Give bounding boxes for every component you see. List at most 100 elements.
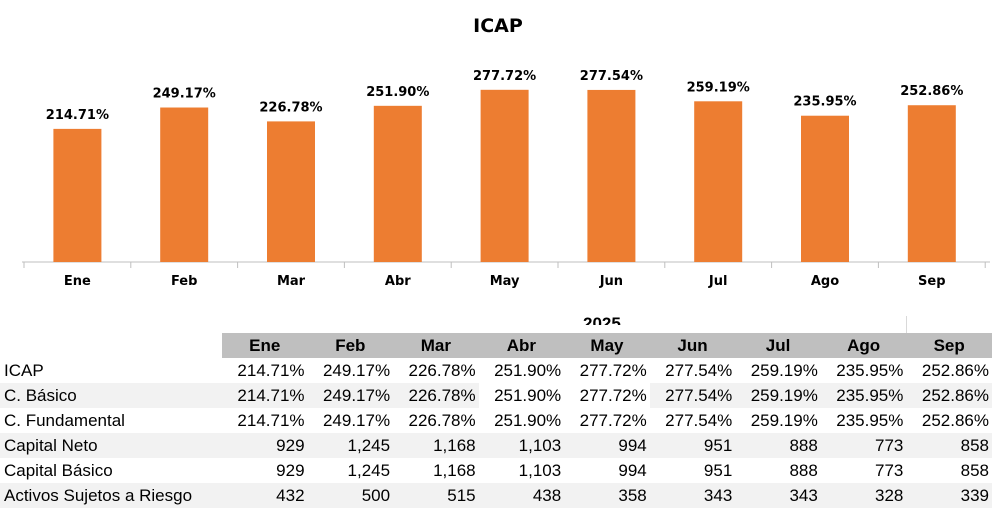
table-cell: 252.86% bbox=[921, 410, 989, 430]
row-label: Activos Sujetos a Riesgo bbox=[0, 483, 222, 508]
bar-jul bbox=[694, 101, 743, 262]
icap-data-table: Ene Feb Mar Abr May Jun Jul Ago Sep ICAP 214.71% 2… bbox=[0, 333, 992, 508]
table-cell: 343 bbox=[735, 483, 821, 508]
table-cell: 251.90% bbox=[494, 410, 562, 430]
bar-may bbox=[480, 89, 529, 262]
table-cell: 259.19% bbox=[735, 383, 821, 408]
table-cell: 432 bbox=[222, 483, 308, 508]
x-tick-label: Sep bbox=[918, 274, 946, 289]
table-cell: 277.72% bbox=[579, 385, 647, 405]
table-cell: 888 bbox=[735, 433, 821, 458]
table-cell: 929 bbox=[276, 460, 305, 480]
table-cell: 226.78% bbox=[393, 383, 479, 408]
data-label: 251.90% bbox=[366, 85, 429, 100]
data-label: 226.78% bbox=[259, 100, 322, 115]
table-cell: 438 bbox=[478, 483, 565, 508]
column-header: Ago bbox=[820, 333, 907, 358]
table-cell: 339 bbox=[906, 483, 992, 508]
table-cell: 214.71% bbox=[237, 360, 305, 380]
table-cell: 1,103 bbox=[518, 460, 562, 480]
table-cell: 515 bbox=[393, 483, 479, 508]
x-tick-label: Ago bbox=[811, 274, 839, 289]
icap-bar-chart: ICAP 214.71% Ene 249.17% Feb 226.78% Mar 251.9… bbox=[22, 15, 990, 289]
table-cell: 888 bbox=[789, 460, 818, 480]
x-tick-label: May bbox=[490, 274, 520, 289]
chart-title: ICAP bbox=[473, 15, 523, 37]
x-tick-label: Ene bbox=[64, 274, 91, 289]
table-cell: 277.54% bbox=[649, 383, 736, 408]
table-cell: 214.71% bbox=[222, 383, 308, 408]
row-label: Capital Neto bbox=[0, 433, 222, 458]
table-cell: 252.86% bbox=[921, 360, 989, 380]
data-label: 214.71% bbox=[46, 108, 109, 123]
table-cell: 251.90% bbox=[494, 385, 562, 405]
table-cell: 1,103 bbox=[478, 433, 565, 458]
table-cell: 951 bbox=[703, 460, 733, 480]
table-cell: 358 bbox=[564, 483, 650, 508]
table-cell: 951 bbox=[649, 433, 736, 458]
bar-jun bbox=[587, 89, 636, 262]
table-cell: 1,168 bbox=[433, 460, 476, 480]
x-tick-label: Feb bbox=[171, 274, 197, 289]
bar-mar bbox=[267, 121, 315, 263]
bar-sep bbox=[907, 105, 956, 262]
table-cell: 235.95% bbox=[836, 410, 904, 430]
column-header: Jun bbox=[649, 333, 736, 358]
column-header: Mar bbox=[393, 333, 479, 358]
x-tick-label: Abr bbox=[385, 274, 411, 289]
table-cell: 858 bbox=[960, 460, 989, 480]
table-cell: 235.95% bbox=[836, 360, 904, 380]
table-row: C. Básico 214.71% 249.17% 226.78% 251.90% 277… bbox=[0, 383, 992, 408]
column-header: May bbox=[564, 333, 650, 358]
row-label: C. Básico bbox=[0, 383, 222, 408]
column-header: Sep bbox=[906, 333, 992, 358]
data-label: 235.95% bbox=[793, 95, 856, 110]
bar-feb bbox=[160, 107, 209, 262]
table-cell: 1,245 bbox=[347, 460, 391, 480]
table-cell: 277.72% bbox=[579, 360, 647, 380]
column-header: Ene bbox=[222, 333, 308, 358]
row-label: ICAP bbox=[4, 360, 44, 380]
table-cell: 773 bbox=[875, 460, 904, 480]
x-tick-label: Mar bbox=[277, 274, 306, 289]
table-cell: 858 bbox=[906, 433, 992, 458]
table-cell: 343 bbox=[649, 483, 736, 508]
table-row: C. Fundamental 214.71% 249.17% 226.78% 251.9… bbox=[0, 408, 992, 433]
table-cell: 1,245 bbox=[307, 433, 394, 458]
divider bbox=[906, 316, 907, 333]
table-row: ICAP 214.71% 249.17% 226.78% 251.90% 277.72% 2… bbox=[0, 358, 992, 383]
column-header: Feb bbox=[307, 333, 394, 358]
table-cell: 929 bbox=[222, 433, 308, 458]
x-tick-label: Jul bbox=[708, 274, 728, 289]
table-cell: 259.19% bbox=[750, 360, 818, 380]
bar-ene bbox=[53, 128, 102, 262]
table-cell: 277.72% bbox=[579, 410, 647, 430]
column-header: Abr bbox=[478, 333, 565, 358]
table-cell: 994 bbox=[564, 433, 650, 458]
table-cell: 500 bbox=[307, 483, 394, 508]
data-label: 249.17% bbox=[153, 87, 216, 102]
column-header: Jul bbox=[735, 333, 821, 358]
table-cell: 773 bbox=[820, 433, 907, 458]
data-label: 277.54% bbox=[580, 69, 643, 84]
table-cell: 214.71% bbox=[237, 410, 305, 430]
table-cell: 226.78% bbox=[408, 410, 476, 430]
table-row: Activos Sujetos a Riesgo 432 500 515 438 358 3… bbox=[0, 483, 992, 508]
bar-abr bbox=[373, 105, 422, 263]
bar-ago bbox=[801, 115, 849, 262]
table-cell: 328 bbox=[820, 483, 907, 508]
x-tick-label: Jun bbox=[599, 274, 623, 289]
table-cell: 249.17% bbox=[307, 383, 394, 408]
data-label: 252.86% bbox=[900, 84, 963, 99]
table-cell: 259.19% bbox=[750, 410, 818, 430]
table-cell: 277.54% bbox=[665, 410, 733, 430]
table-cell: 994 bbox=[618, 460, 647, 480]
table-row: Capital Neto 929 1,245 1,168 1,103 994 951 888 7… bbox=[0, 433, 992, 458]
table-cell: 226.78% bbox=[408, 360, 476, 380]
table-cell: 251.90% bbox=[494, 360, 562, 380]
table-cell: 249.17% bbox=[322, 360, 391, 380]
row-label: Capital Básico bbox=[4, 460, 113, 480]
table-cell: 235.95% bbox=[820, 383, 907, 408]
table-cell: 1,168 bbox=[393, 433, 479, 458]
row-label: C. Fundamental bbox=[4, 410, 125, 430]
